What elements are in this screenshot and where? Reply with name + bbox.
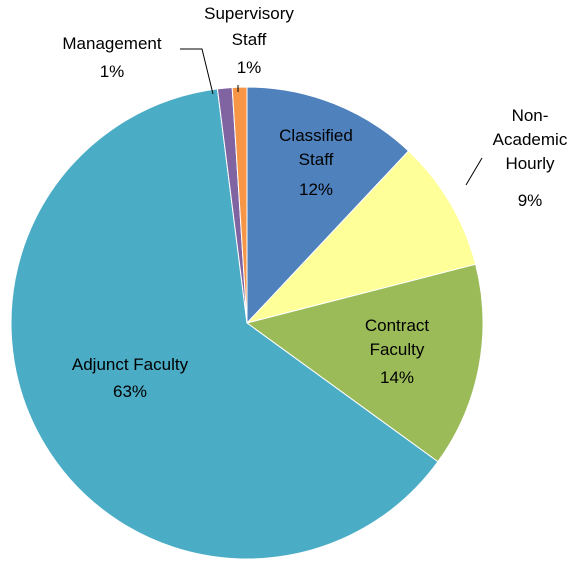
leader-line — [465, 157, 483, 186]
pie-slice — [245, 150, 477, 324]
slice-label: Non-Academic Hourly — [493, 106, 568, 173]
pie-slice — [245, 263, 484, 463]
leader-line — [180, 48, 214, 95]
pie-slice — [231, 86, 248, 324]
slice-value-label: 63% — [113, 382, 147, 401]
slice-label: Classified Staff — [279, 126, 353, 169]
slice-value-label: 9% — [518, 191, 543, 210]
slice-label: Management — [62, 34, 162, 53]
slice-label: Supervisory Staff — [204, 4, 294, 49]
slice-label: Adjunct Faculty — [72, 355, 189, 374]
pie-slice — [246, 86, 410, 325]
slice-value-label: 1% — [100, 62, 125, 81]
slice-value-label: 1% — [237, 58, 262, 77]
pie-slice — [10, 88, 439, 560]
slice-label: Contract Faculty — [365, 316, 430, 359]
slice-value-label: 14% — [380, 368, 414, 387]
slice-value-label: 12% — [299, 180, 333, 199]
